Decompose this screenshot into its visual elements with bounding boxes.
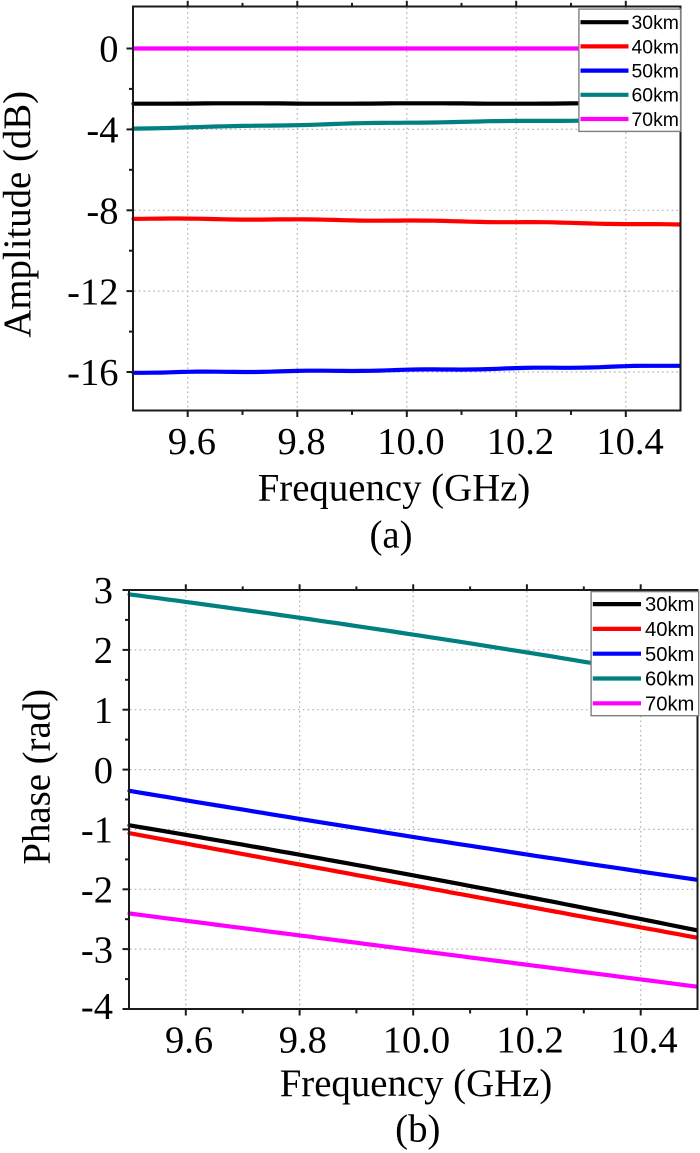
svg-text:70km: 70km: [632, 109, 679, 131]
svg-text:70km: 70km: [645, 693, 694, 715]
svg-text:10.2: 10.2: [496, 1020, 563, 1062]
svg-text:50km: 50km: [632, 61, 679, 83]
svg-text:-4: -4: [81, 986, 113, 1028]
svg-text:10.0: 10.0: [383, 1020, 450, 1062]
svg-text:9.6: 9.6: [168, 421, 216, 463]
svg-text:Phase (rad): Phase (rad): [15, 689, 58, 865]
svg-text:-12: -12: [67, 271, 118, 313]
svg-text:-4: -4: [86, 110, 118, 152]
svg-text:9.8: 9.8: [279, 1020, 327, 1062]
svg-text:3: 3: [94, 570, 113, 612]
svg-text:-16: -16: [67, 352, 118, 394]
svg-text:1: 1: [94, 690, 113, 732]
svg-text:0: 0: [99, 29, 118, 71]
svg-text:-1: -1: [81, 810, 113, 852]
svg-text:0: 0: [94, 750, 113, 792]
svg-text:60km: 60km: [632, 85, 679, 107]
svg-text:Amplitude (dB): Amplitude (dB): [0, 91, 39, 338]
svg-text:10.4: 10.4: [610, 1020, 677, 1062]
svg-text:40km: 40km: [645, 619, 694, 641]
svg-text:9.8: 9.8: [277, 421, 325, 463]
svg-text:Frequency (GHz): Frequency (GHz): [258, 467, 531, 510]
svg-text:Frequency (GHz): Frequency (GHz): [280, 1062, 553, 1105]
svg-text:10.0: 10.0: [377, 421, 444, 463]
svg-text:-2: -2: [81, 870, 113, 912]
svg-text:9.6: 9.6: [165, 1020, 213, 1062]
svg-text:(b): (b): [395, 1108, 440, 1151]
svg-text:2: 2: [94, 630, 113, 672]
svg-text:-3: -3: [81, 929, 113, 971]
svg-text:30km: 30km: [632, 12, 679, 34]
svg-text:(a): (a): [369, 514, 412, 557]
svg-text:10.4: 10.4: [596, 421, 663, 463]
svg-text:40km: 40km: [632, 36, 679, 58]
svg-text:-8: -8: [86, 191, 118, 233]
svg-text:50km: 50km: [645, 644, 694, 666]
svg-text:30km: 30km: [645, 594, 694, 616]
svg-text:10.2: 10.2: [487, 421, 554, 463]
svg-text:60km: 60km: [645, 669, 694, 691]
